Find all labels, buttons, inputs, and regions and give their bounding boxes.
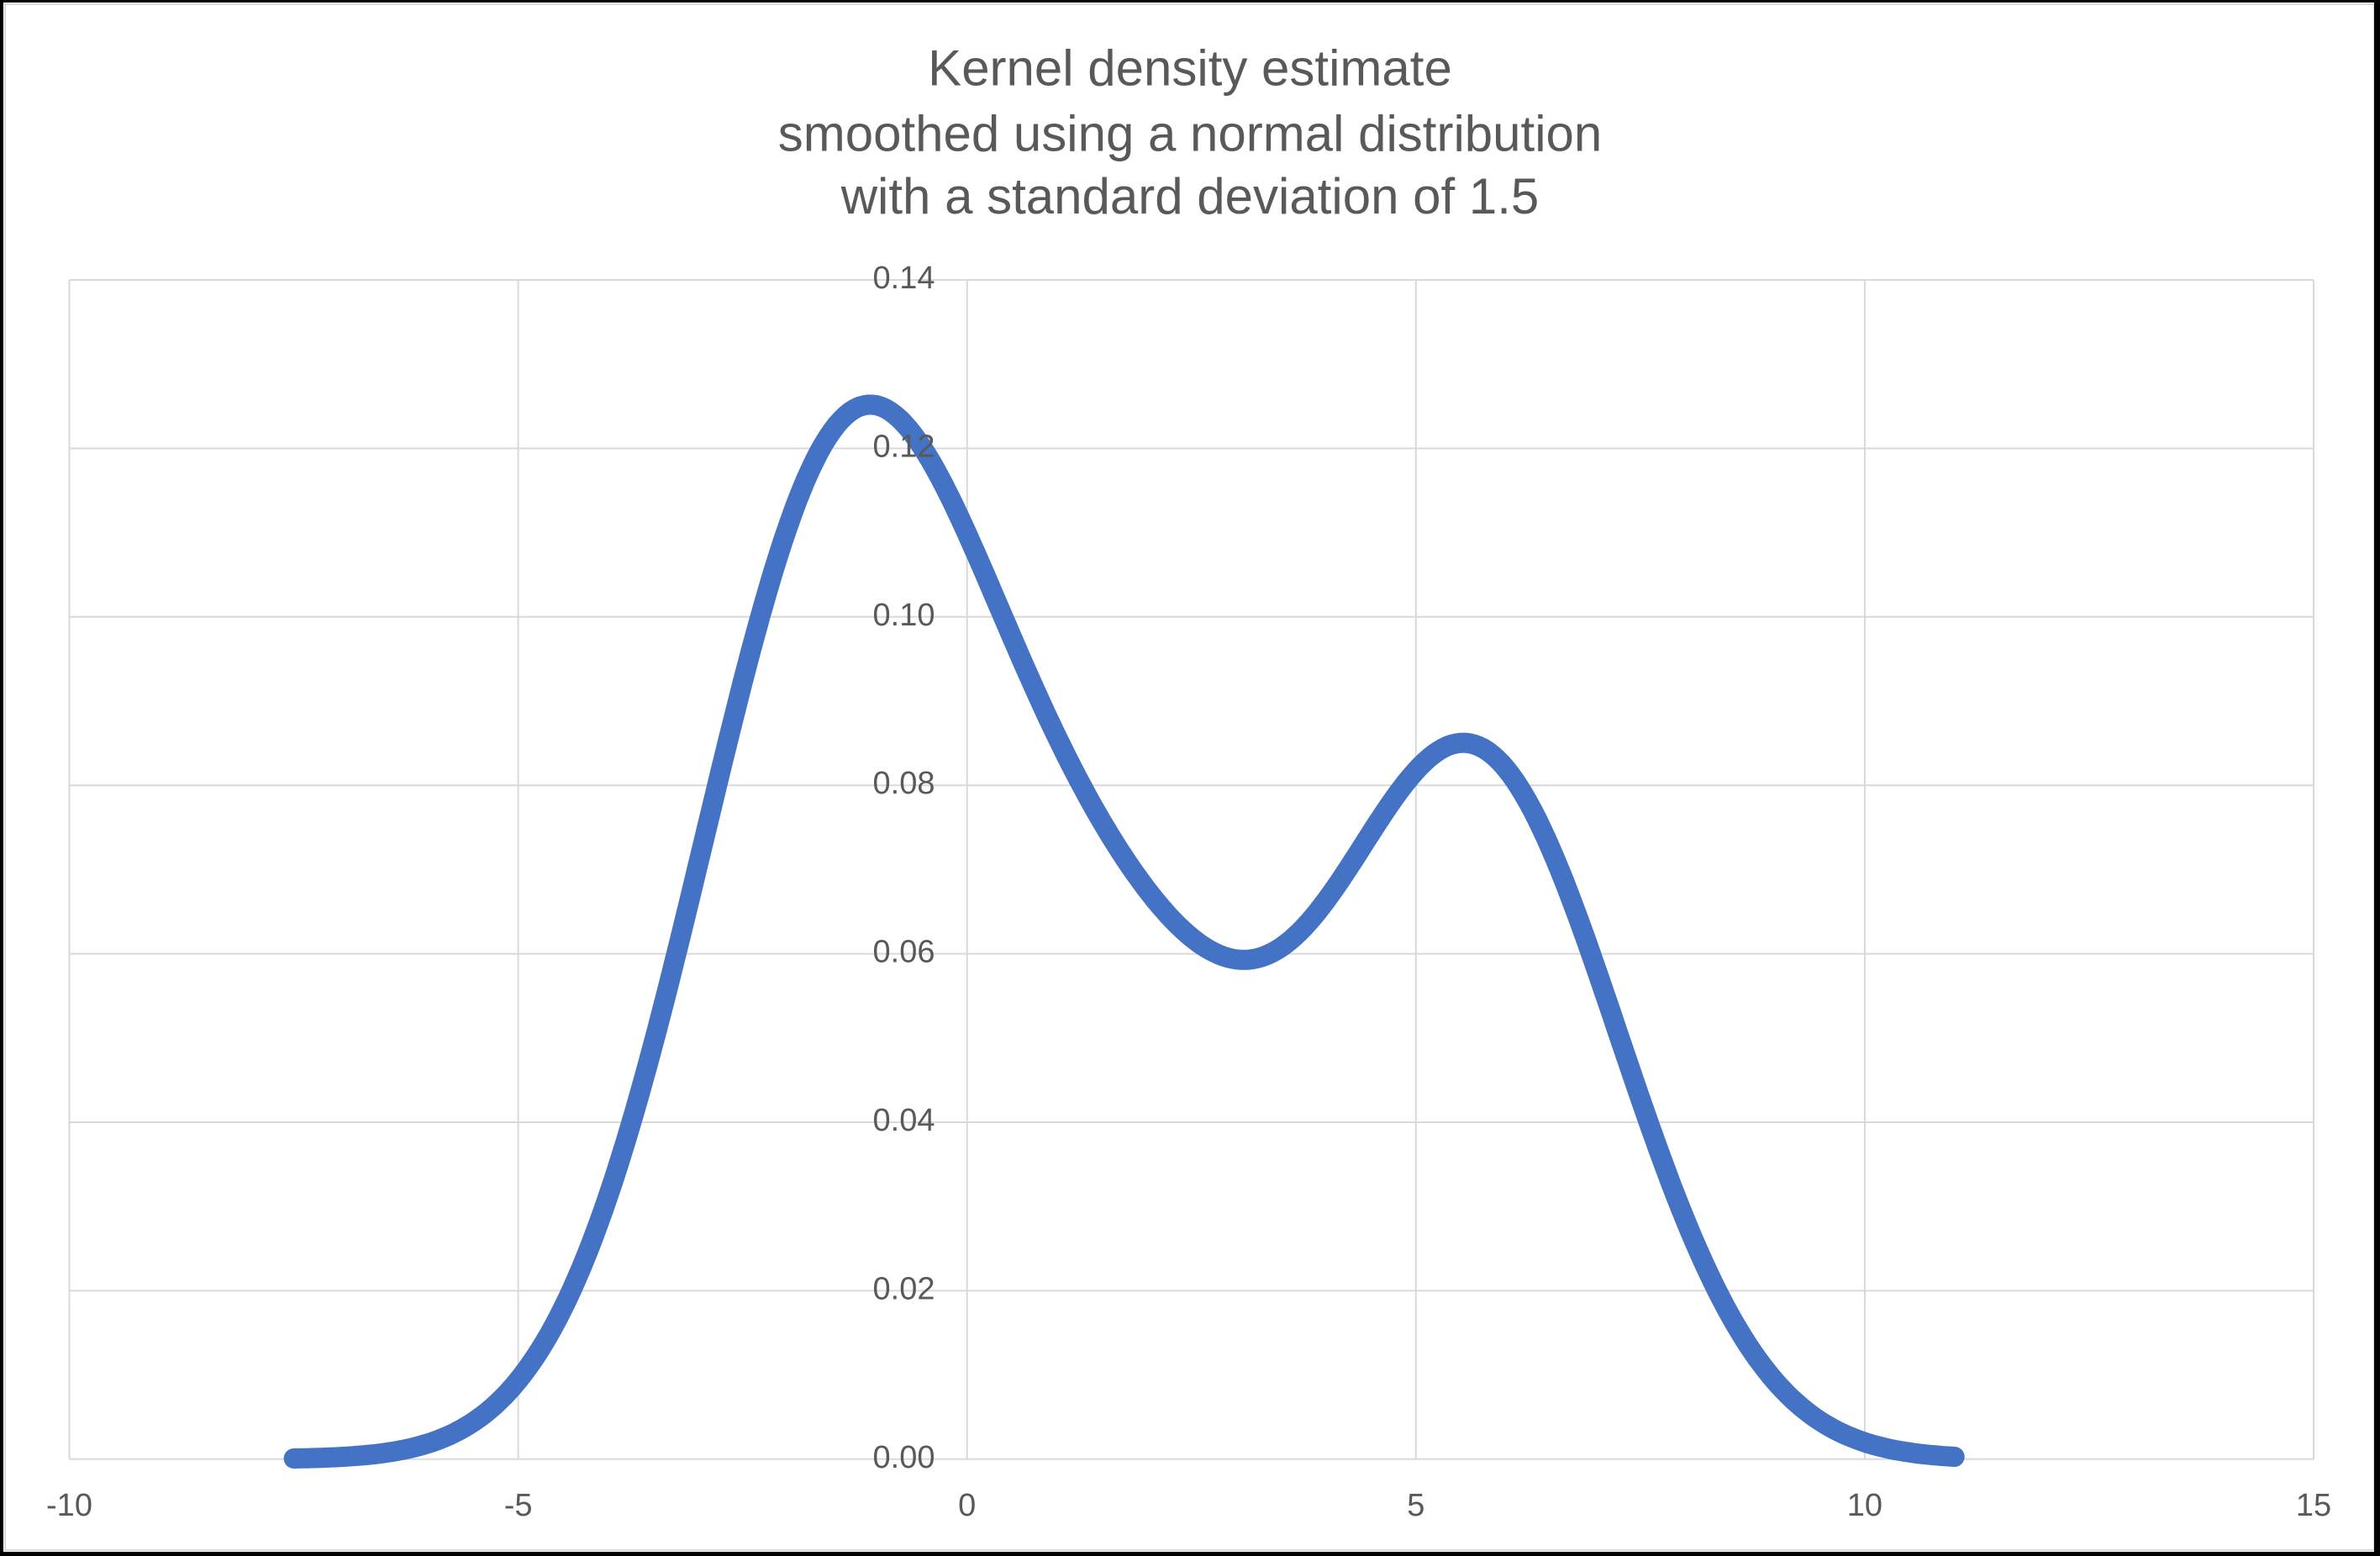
svg-text:0.00: 0.00 [873,1440,935,1475]
svg-text:-10: -10 [46,1488,92,1523]
svg-text:10: 10 [1847,1488,1882,1523]
svg-text:Kernel density estimate: Kernel density estimate [928,40,1452,97]
svg-text:0.06: 0.06 [873,935,935,970]
svg-text:0.12: 0.12 [873,429,935,464]
svg-text:smoothed using a normal distri: smoothed using a normal distribution [778,105,1603,161]
svg-text:0.08: 0.08 [873,766,935,801]
svg-text:-5: -5 [504,1488,533,1523]
svg-text:0: 0 [958,1488,976,1523]
svg-text:0.10: 0.10 [873,598,935,633]
svg-text:with a standard deviation of 1: with a standard deviation of 1.5 [840,168,1540,224]
svg-text:0.14: 0.14 [873,261,935,296]
svg-text:0.02: 0.02 [873,1271,935,1306]
svg-text:15: 15 [2296,1488,2331,1523]
svg-text:5: 5 [1407,1488,1424,1523]
svg-text:0.04: 0.04 [873,1103,935,1138]
